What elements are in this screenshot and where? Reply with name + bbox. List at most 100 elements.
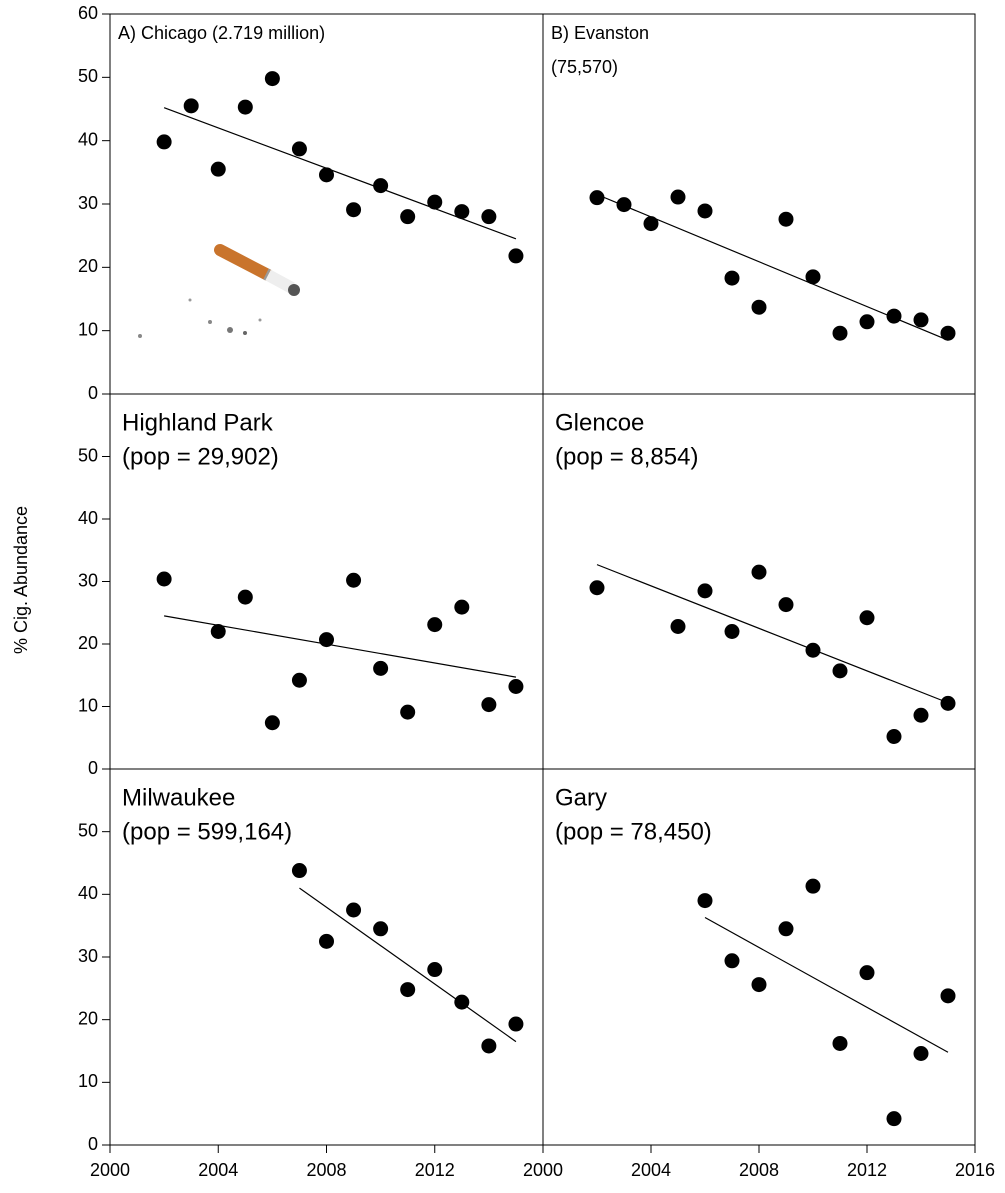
y-tick-label: 50 xyxy=(78,445,98,465)
data-point xyxy=(670,619,686,634)
y-tick-label: 40 xyxy=(78,508,98,528)
data-point xyxy=(400,704,416,720)
panel-title: Milwaukee xyxy=(122,784,235,811)
data-point xyxy=(616,197,632,213)
data-point xyxy=(400,209,416,225)
data-point xyxy=(264,71,280,87)
data-point xyxy=(264,715,280,731)
data-point xyxy=(832,325,848,341)
data-point xyxy=(481,697,497,713)
trend-line xyxy=(704,916,949,1053)
data-point xyxy=(751,299,767,315)
data-point xyxy=(859,314,875,330)
x-tick-label: 2012 xyxy=(847,1160,887,1180)
data-point xyxy=(724,624,740,639)
x-tick-label: 2008 xyxy=(306,1160,346,1180)
data-point xyxy=(481,1038,497,1054)
data-point xyxy=(156,134,172,150)
y-tick-label: 0 xyxy=(88,758,98,778)
data-point xyxy=(886,729,902,744)
data-point xyxy=(373,660,389,676)
y-tick-label: 20 xyxy=(78,1008,98,1028)
data-point xyxy=(508,679,524,694)
panel-title: (pop = 8,854) xyxy=(555,443,698,470)
data-point xyxy=(805,269,821,285)
panel-title: B) Evanston xyxy=(551,23,649,43)
panel-title: Highland Park xyxy=(122,409,274,436)
y-tick-label: 30 xyxy=(78,570,98,590)
panel-title: Glencoe xyxy=(555,409,644,436)
x-tick-label: 2016 xyxy=(955,1160,995,1180)
data-point xyxy=(508,1016,524,1032)
data-point xyxy=(724,270,740,286)
y-tick-label: 10 xyxy=(78,695,98,715)
data-point xyxy=(237,589,253,605)
y-tick-label: 10 xyxy=(78,1071,98,1091)
data-point xyxy=(454,994,470,1010)
y-tick-label: 20 xyxy=(78,633,98,653)
data-point xyxy=(697,583,713,599)
y-tick-label: 40 xyxy=(78,129,98,149)
data-point xyxy=(670,189,686,205)
y-tick-label: 40 xyxy=(78,883,98,903)
panel-title: (75,570) xyxy=(551,57,618,77)
data-point xyxy=(508,248,524,264)
data-point xyxy=(454,204,470,220)
data-point xyxy=(400,982,416,998)
y-axis-label: % Cig. Abundance xyxy=(11,506,31,654)
trend-line xyxy=(299,887,517,1043)
data-point xyxy=(210,624,226,639)
x-tick-label: 2012 xyxy=(415,1160,455,1180)
data-point xyxy=(724,953,740,969)
data-point xyxy=(643,216,659,232)
data-point xyxy=(481,209,497,225)
data-point xyxy=(589,190,605,206)
cigarette-illustration xyxy=(138,244,300,338)
data-point xyxy=(751,977,767,993)
data-point xyxy=(778,921,794,937)
data-point xyxy=(886,308,902,324)
data-point xyxy=(940,988,956,1004)
data-point xyxy=(291,672,307,688)
data-point xyxy=(291,863,307,879)
data-point xyxy=(454,599,470,615)
y-tick-label: 60 xyxy=(78,3,98,23)
data-point xyxy=(940,695,956,711)
data-point xyxy=(886,1111,902,1127)
data-point xyxy=(832,663,848,679)
data-point xyxy=(778,597,794,613)
data-point xyxy=(697,893,713,909)
data-point xyxy=(940,325,956,341)
data-point xyxy=(319,933,334,949)
data-point xyxy=(697,203,713,219)
data-point xyxy=(859,610,875,626)
trend-line xyxy=(596,564,949,704)
data-point xyxy=(319,167,334,183)
data-point xyxy=(589,580,605,596)
y-tick-label: 20 xyxy=(78,256,98,276)
data-point xyxy=(346,902,362,918)
y-tick-label: 30 xyxy=(78,193,98,213)
y-tick-label: 50 xyxy=(78,66,98,86)
data-point xyxy=(183,98,199,114)
data-point xyxy=(373,178,389,194)
data-point xyxy=(778,211,794,227)
y-tick-label: 0 xyxy=(88,383,98,403)
data-point xyxy=(237,99,253,115)
panel-title: A) Chicago (2.719 million) xyxy=(118,23,325,43)
x-tick-label: 2008 xyxy=(739,1160,779,1180)
data-point xyxy=(832,1035,848,1051)
y-tick-label: 0 xyxy=(88,1134,98,1154)
data-point xyxy=(346,202,362,218)
data-point xyxy=(210,161,226,177)
panel-frame xyxy=(109,13,544,395)
data-point xyxy=(427,962,443,978)
data-point xyxy=(913,1046,929,1062)
data-point xyxy=(319,632,334,648)
x-tick-label: 2004 xyxy=(198,1160,238,1180)
x-tick-label: 2000 xyxy=(90,1160,130,1180)
data-point xyxy=(427,617,443,633)
y-tick-label: 10 xyxy=(78,319,98,339)
data-point xyxy=(751,564,767,580)
